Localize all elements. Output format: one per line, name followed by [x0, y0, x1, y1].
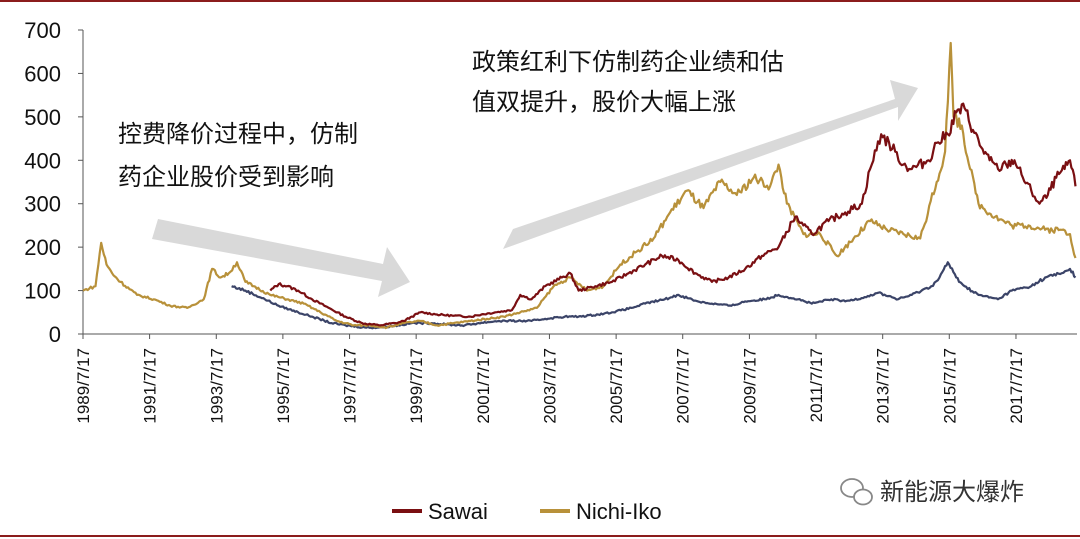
watermark-text: 新能源大爆炸	[880, 478, 1024, 506]
x-tick-label: 2005/7/17	[607, 348, 626, 424]
series-line-sawai	[269, 102, 1077, 327]
arrow-down-right	[152, 219, 410, 297]
y-tick-label: 700	[24, 18, 61, 43]
x-axis: 1989/7/17 1991/7/17 1993/7/17 1995/7/17 1997…	[74, 333, 1077, 424]
x-tick-label: 2007/7/17	[674, 348, 693, 424]
series-line-unnamed	[231, 261, 1077, 330]
annotation-left-line-2: 药企业股价受到影响	[118, 163, 334, 191]
series-line-nichi-iko	[82, 41, 1077, 330]
x-tick-label: 1997/7/17	[341, 348, 360, 424]
top-border	[0, 0, 1080, 2]
legend-label-sawai: Sawai	[428, 499, 488, 524]
annotation-right-line-1: 政策红利下仿制药企业绩和估	[472, 48, 784, 76]
y-tick-label: 500	[24, 105, 61, 130]
x-tick-label: 2001/7/17	[474, 348, 493, 424]
x-tick-label: 1991/7/17	[141, 348, 160, 424]
x-tick-label: 1989/7/17	[74, 348, 93, 424]
annotation-right: 政策红利下仿制药企业绩和估 值双提升，股价大幅上涨	[472, 48, 784, 116]
x-tick-label: 2009/7/17	[740, 348, 759, 424]
annotation-left: 控费降价过程中，仿制 药企业股价受到影响	[118, 120, 358, 191]
wechat-icon	[840, 478, 873, 506]
series-lines	[82, 41, 1077, 330]
x-tick-label: 1999/7/17	[407, 348, 426, 424]
legend-label-nichi-iko: Nichi-Iko	[576, 499, 662, 524]
x-tick-label: 1995/7/17	[274, 348, 293, 424]
arrow-up-right	[503, 80, 918, 249]
y-tick-label: 200	[24, 235, 61, 260]
x-tick-label: 2013/7/17	[874, 348, 893, 424]
annotation-right-line-2: 值双提升，股价大幅上涨	[472, 88, 736, 116]
x-tick-label: 2015/7/17	[940, 348, 959, 424]
watermark: 新能源大爆炸	[840, 478, 1024, 506]
y-tick-label: 600	[24, 61, 61, 86]
y-tick-label: 0	[49, 322, 61, 347]
x-tick-label: 2003/7/17	[540, 348, 559, 424]
bottom-border	[0, 535, 1080, 537]
legend: Sawai Nichi-Iko	[392, 499, 662, 524]
annotation-arrows	[152, 80, 918, 297]
y-tick-label: 100	[24, 279, 61, 304]
y-axis: 0 100 200 300 400 500 600 700	[24, 18, 84, 347]
y-tick-label: 300	[24, 192, 61, 217]
annotation-left-line-1: 控费降价过程中，仿制	[118, 120, 358, 148]
x-tick-label: 1993/7/17	[207, 348, 226, 424]
x-tick-label: 2017/7/17	[1007, 348, 1026, 424]
y-tick-label: 400	[24, 148, 61, 173]
x-tick-label: 2011/7/17	[807, 348, 826, 422]
